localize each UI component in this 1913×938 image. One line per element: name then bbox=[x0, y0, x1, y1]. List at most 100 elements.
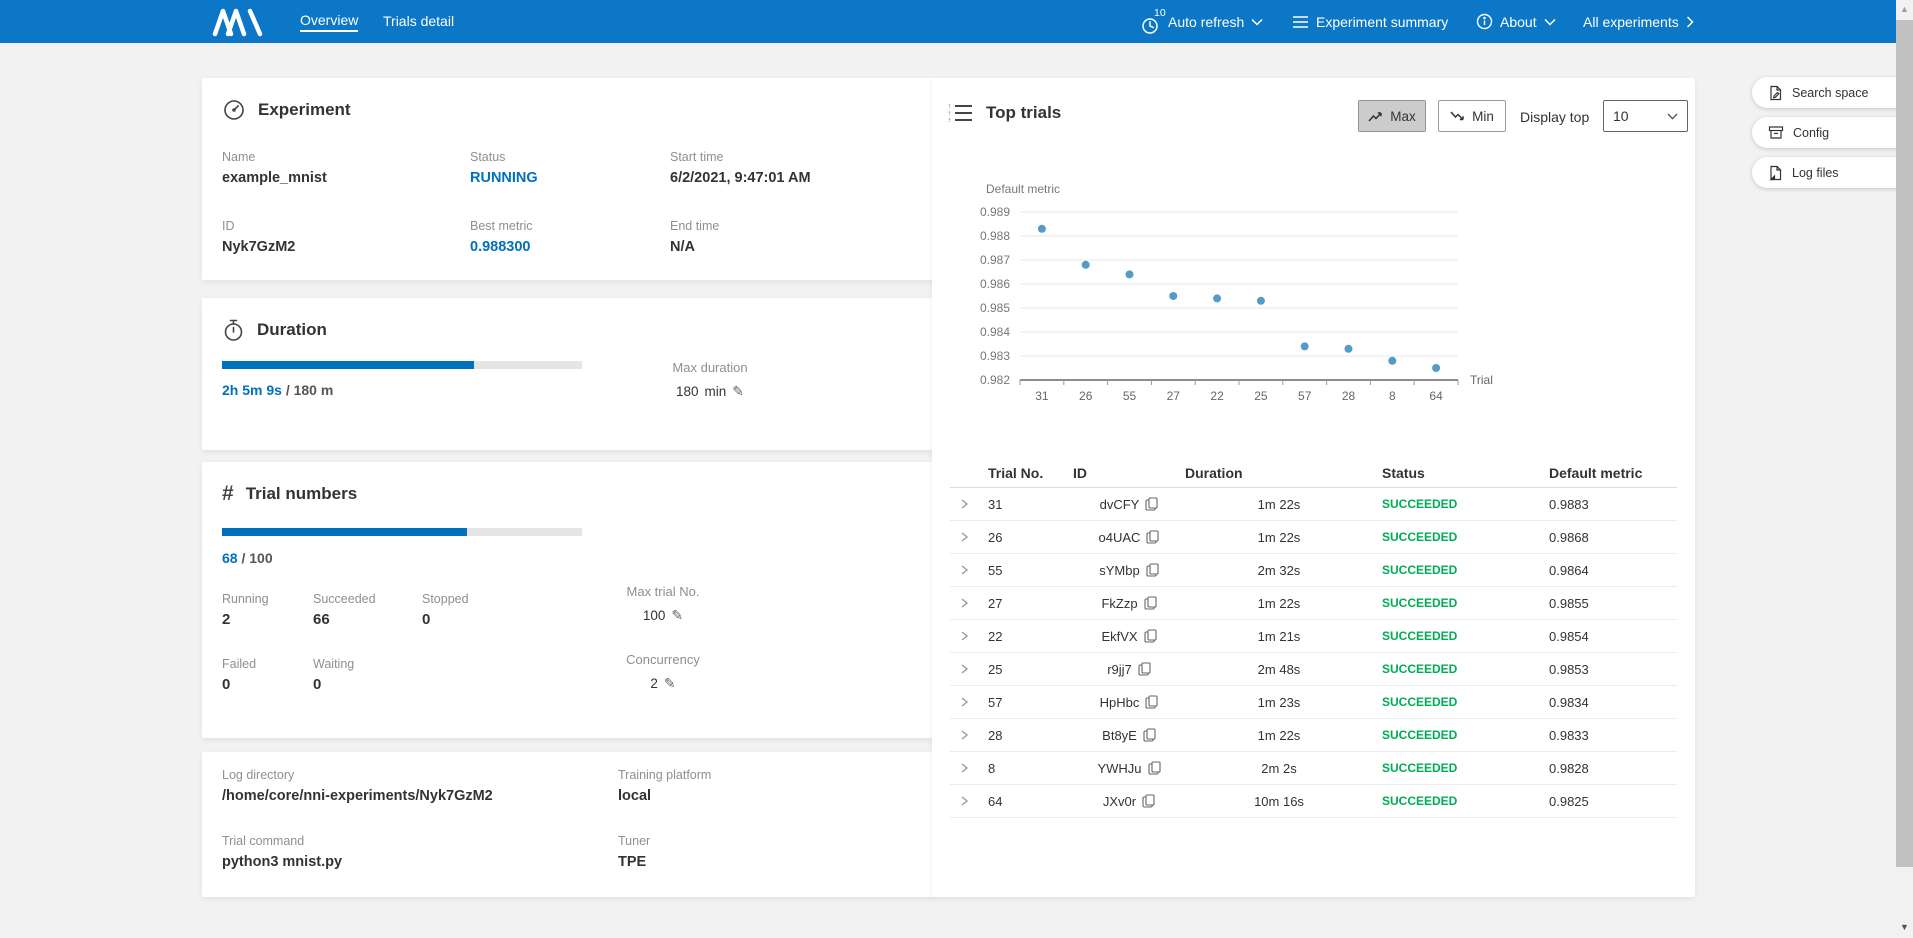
log-files-button[interactable]: Log files bbox=[1752, 157, 1913, 188]
expand-row-icon[interactable] bbox=[958, 762, 970, 774]
svg-text:0.986: 0.986 bbox=[980, 277, 1010, 291]
svg-text:28: 28 bbox=[1342, 389, 1356, 403]
row-expander[interactable] bbox=[950, 762, 988, 774]
copy-id-icon[interactable] bbox=[1138, 662, 1151, 676]
cell-default-metric: 0.9833 bbox=[1538, 728, 1677, 743]
cell-default-metric: 0.9825 bbox=[1538, 794, 1677, 809]
expand-row-icon[interactable] bbox=[958, 531, 970, 543]
copy-id-icon[interactable] bbox=[1148, 761, 1161, 775]
stat-label: Failed bbox=[222, 657, 256, 671]
expand-row-icon[interactable] bbox=[958, 729, 970, 741]
col-status: Status bbox=[1373, 465, 1538, 481]
svg-text:0.982: 0.982 bbox=[980, 373, 1010, 387]
cell-trial-id: HpHbc bbox=[1073, 695, 1185, 710]
tab-trials-detail[interactable]: Trials detail bbox=[383, 13, 454, 31]
row-expander[interactable] bbox=[950, 795, 988, 807]
cell-trial-no: 27 bbox=[988, 596, 1073, 611]
expand-row-icon[interactable] bbox=[958, 696, 970, 708]
row-expander[interactable] bbox=[950, 630, 988, 642]
table-row[interactable]: 55sYMbp2m 32sSUCCEEDED0.9864 bbox=[950, 554, 1677, 587]
cell-trial-id: Bt8yE bbox=[1073, 728, 1185, 743]
svg-text:57: 57 bbox=[1298, 389, 1312, 403]
all-experiments-link[interactable]: All experiments bbox=[1583, 14, 1694, 30]
copy-id-icon[interactable] bbox=[1143, 728, 1156, 742]
table-row[interactable]: 28Bt8yE1m 22sSUCCEEDED0.9833 bbox=[950, 719, 1677, 752]
cell-status: SUCCEEDED bbox=[1373, 629, 1538, 643]
edit-concurrency-icon[interactable]: ✎ bbox=[664, 675, 676, 692]
cell-duration: 1m 22s bbox=[1185, 497, 1373, 512]
cell-duration: 1m 22s bbox=[1185, 728, 1373, 743]
copy-id-icon[interactable] bbox=[1146, 563, 1159, 577]
row-expander[interactable] bbox=[950, 729, 988, 741]
row-expander[interactable] bbox=[950, 531, 988, 543]
scroll-down-icon[interactable]: ▼ bbox=[1896, 920, 1913, 934]
expand-row-icon[interactable] bbox=[958, 630, 970, 642]
about-menu[interactable]: About bbox=[1476, 13, 1556, 30]
table-row[interactable]: 31dvCFY1m 22sSUCCEEDED0.9883 bbox=[950, 488, 1677, 521]
expand-row-icon[interactable] bbox=[958, 498, 970, 510]
svg-text:26: 26 bbox=[1079, 389, 1093, 403]
table-row[interactable]: 26o4UAC1m 22sSUCCEEDED0.9868 bbox=[950, 521, 1677, 554]
copy-id-icon[interactable] bbox=[1144, 629, 1157, 643]
tab-overview[interactable]: Overview bbox=[300, 12, 358, 32]
row-expander[interactable] bbox=[950, 696, 988, 708]
cell-trial-id: EkfVX bbox=[1073, 629, 1185, 644]
display-top-select[interactable]: 10 bbox=[1603, 100, 1688, 132]
stat-succeeded: 66 bbox=[313, 611, 376, 628]
config-label: Config bbox=[1793, 126, 1829, 140]
cell-duration: 2m 32s bbox=[1185, 563, 1373, 578]
row-expander[interactable] bbox=[950, 498, 988, 510]
config-button[interactable]: Config bbox=[1752, 117, 1913, 148]
auto-refresh-menu[interactable]: 10 Auto refresh bbox=[1141, 9, 1263, 35]
cell-trial-no: 64 bbox=[988, 794, 1073, 809]
expand-row-icon[interactable] bbox=[958, 795, 970, 807]
search-space-button[interactable]: Search space bbox=[1752, 77, 1913, 108]
scroll-up-icon[interactable]: ▲ bbox=[1896, 2, 1913, 16]
copy-id-icon[interactable] bbox=[1145, 695, 1158, 709]
expand-row-icon[interactable] bbox=[958, 663, 970, 675]
table-row[interactable]: 64JXv0r10m 16sSUCCEEDED0.9825 bbox=[950, 785, 1677, 818]
copy-id-icon[interactable] bbox=[1145, 497, 1158, 511]
cell-trial-no: 22 bbox=[988, 629, 1073, 644]
table-row[interactable]: 57HpHbc1m 23sSUCCEEDED0.9834 bbox=[950, 686, 1677, 719]
vertical-scrollbar[interactable]: ▲ ▼ bbox=[1896, 0, 1913, 938]
sort-min-button[interactable]: Min bbox=[1438, 100, 1506, 132]
row-expander[interactable] bbox=[950, 597, 988, 609]
row-expander[interactable] bbox=[950, 564, 988, 576]
field-label: Best metric bbox=[470, 219, 533, 233]
cell-trial-id: FkZzp bbox=[1073, 596, 1185, 611]
row-expander[interactable] bbox=[950, 663, 988, 675]
table-row[interactable]: 22EkfVX1m 21sSUCCEEDED0.9854 bbox=[950, 620, 1677, 653]
experiment-summary-button[interactable]: Experiment summary bbox=[1292, 14, 1448, 30]
cell-trial-id: o4UAC bbox=[1073, 530, 1185, 545]
cell-status: SUCCEEDED bbox=[1373, 761, 1538, 775]
end-time: N/A bbox=[670, 239, 719, 255]
cell-trial-no: 31 bbox=[988, 497, 1073, 512]
field-label: Status bbox=[470, 150, 538, 164]
experiment-summary-label: Experiment summary bbox=[1316, 14, 1448, 30]
scrollbar-thumb[interactable] bbox=[1896, 20, 1913, 867]
expand-row-icon[interactable] bbox=[958, 564, 970, 576]
cell-duration: 1m 21s bbox=[1185, 629, 1373, 644]
search-space-icon bbox=[1768, 85, 1783, 101]
table-row[interactable]: 25r9jj72m 48sSUCCEEDED0.9853 bbox=[950, 653, 1677, 686]
nni-logo-icon[interactable] bbox=[212, 0, 268, 43]
stat-failed: 0 bbox=[222, 676, 256, 693]
expand-row-icon[interactable] bbox=[958, 597, 970, 609]
copy-id-icon[interactable] bbox=[1144, 596, 1157, 610]
stat-label: Stopped bbox=[422, 592, 469, 606]
copy-id-icon[interactable] bbox=[1142, 794, 1155, 808]
col-trial-no: Trial No. bbox=[988, 465, 1073, 481]
cell-trial-no: 55 bbox=[988, 563, 1073, 578]
table-row[interactable]: 8YWHJu2m 2sSUCCEEDED0.9828 bbox=[950, 752, 1677, 785]
edit-max-duration-icon[interactable]: ✎ bbox=[732, 383, 744, 400]
cell-trial-no: 28 bbox=[988, 728, 1073, 743]
table-row[interactable]: 27FkZzp1m 22sSUCCEEDED0.9855 bbox=[950, 587, 1677, 620]
trend-up-icon bbox=[1368, 109, 1383, 123]
sort-max-button[interactable]: Max bbox=[1358, 100, 1426, 132]
copy-id-icon[interactable] bbox=[1146, 530, 1159, 544]
stat-label: Running bbox=[222, 592, 269, 606]
edit-max-trial-icon[interactable]: ✎ bbox=[671, 607, 683, 624]
field-label: Name bbox=[222, 150, 327, 164]
max-duration-label: Max duration bbox=[645, 360, 775, 375]
